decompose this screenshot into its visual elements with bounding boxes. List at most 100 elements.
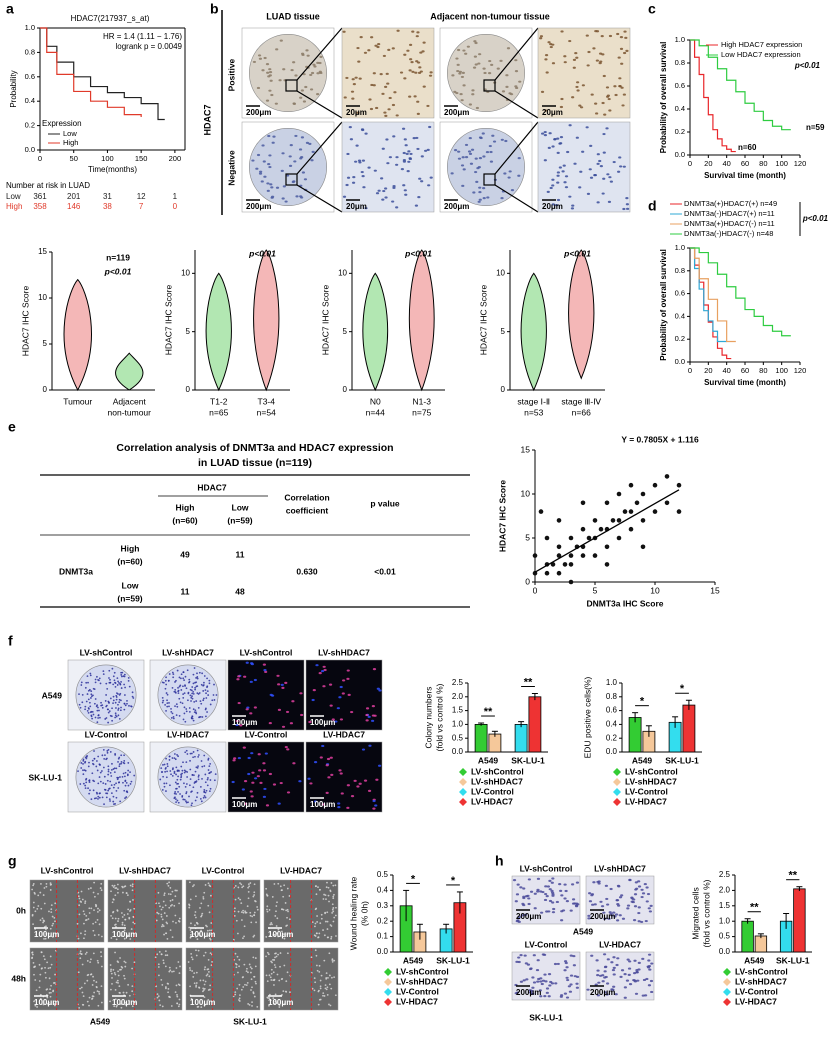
image-detail	[367, 49, 371, 52]
image-detail	[619, 47, 624, 50]
y-tick-label: 0	[343, 385, 348, 394]
image-detail	[172, 717, 175, 720]
image-detail	[575, 982, 579, 985]
scale-label: 100μm	[112, 930, 137, 939]
image-detail	[117, 709, 120, 711]
image-detail	[109, 771, 112, 774]
image-detail	[175, 967, 178, 969]
image-detail	[131, 883, 134, 886]
image-detail	[117, 707, 120, 710]
image-detail	[649, 904, 653, 907]
image-detail	[375, 192, 380, 195]
image-detail	[175, 773, 177, 776]
image-detail	[324, 894, 327, 897]
image-detail	[89, 672, 92, 675]
image-detail	[385, 72, 389, 75]
image-detail	[634, 888, 638, 891]
category-label: N0	[370, 396, 381, 406]
point	[652, 509, 658, 514]
image-detail	[192, 708, 195, 711]
image-detail	[243, 675, 247, 678]
image-detail	[167, 884, 170, 887]
image-detail	[489, 160, 494, 163]
image-detail	[402, 184, 406, 187]
panel-letter: f	[8, 633, 13, 649]
image-detail	[561, 170, 565, 173]
micrograph	[185, 947, 261, 1011]
image-detail	[42, 919, 45, 922]
violin	[115, 352, 144, 391]
point	[622, 509, 628, 514]
image-detail	[242, 986, 245, 988]
image-detail	[361, 748, 366, 751]
image-detail	[164, 950, 167, 953]
image-detail	[170, 717, 173, 719]
image-detail	[310, 71, 315, 75]
error-bar	[645, 725, 652, 737]
image-detail	[37, 905, 40, 907]
image-detail	[82, 763, 84, 765]
image-detail	[263, 787, 267, 791]
image-detail	[85, 918, 88, 921]
point	[604, 500, 610, 506]
image-detail	[193, 982, 196, 985]
panel-letter: a	[6, 1, 14, 17]
image-detail	[107, 748, 110, 751]
image-detail	[349, 138, 354, 141]
y-tick-label: 0.2	[606, 733, 618, 742]
legend-marker	[384, 998, 392, 1006]
image-detail	[121, 885, 124, 888]
image-detail	[171, 890, 174, 893]
image-detail	[342, 30, 346, 33]
image-detail	[109, 1000, 111, 1003]
micrograph	[341, 27, 435, 119]
image-detail	[275, 910, 277, 913]
image-detail	[84, 760, 87, 763]
image-detail	[416, 31, 420, 34]
image-detail	[281, 908, 284, 911]
image-detail	[543, 159, 547, 162]
image-detail	[286, 791, 291, 794]
image-detail	[115, 938, 118, 941]
image-detail	[204, 689, 207, 692]
image-detail	[173, 772, 176, 774]
image-detail	[90, 690, 93, 693]
micrograph	[107, 947, 183, 1011]
image-detail	[96, 675, 98, 678]
image-detail	[182, 798, 185, 801]
image-detail	[98, 990, 100, 993]
category-label: A549	[744, 955, 765, 965]
image-detail	[185, 708, 188, 710]
image-detail	[173, 757, 176, 760]
image-detail	[265, 936, 268, 938]
image-detail	[173, 770, 176, 773]
image-detail	[630, 896, 634, 899]
image-detail	[331, 959, 334, 962]
scale-label: 20μm	[542, 108, 563, 117]
image-detail	[415, 136, 419, 140]
image-detail	[202, 897, 205, 900]
image-detail	[268, 71, 273, 74]
image-detail	[253, 995, 256, 998]
image-detail	[41, 917, 44, 920]
image-detail	[113, 783, 116, 786]
image-detail	[548, 132, 552, 135]
category-label: n=54	[257, 407, 276, 417]
x-tick-label: 0	[533, 585, 538, 595]
image-detail	[207, 777, 209, 779]
image-detail	[175, 714, 178, 716]
image-detail	[177, 1005, 180, 1008]
image-detail	[648, 910, 653, 913]
image-detail	[53, 916, 56, 919]
image-detail	[548, 879, 552, 882]
image-detail	[174, 705, 176, 708]
image-detail	[177, 782, 180, 785]
image-detail	[187, 699, 189, 702]
image-detail	[158, 951, 161, 953]
image-detail	[295, 195, 299, 198]
image-detail	[175, 766, 178, 769]
image-detail	[109, 751, 112, 753]
image-detail	[270, 694, 275, 697]
image-detail	[92, 929, 95, 932]
image-detail	[156, 953, 159, 956]
